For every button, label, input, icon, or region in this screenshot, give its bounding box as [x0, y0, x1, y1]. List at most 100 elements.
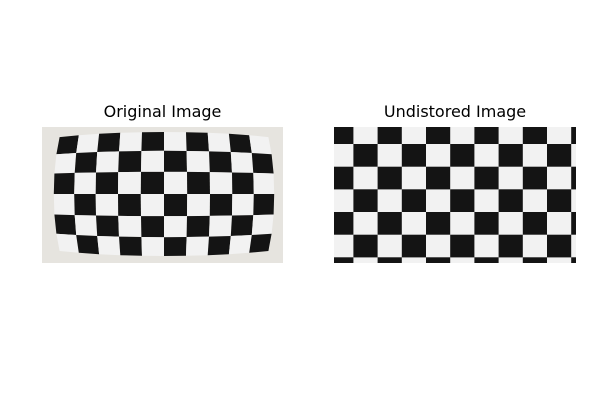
- original-square: [209, 151, 232, 173]
- undistorted-square: [353, 234, 378, 258]
- undistorted-square: [474, 166, 499, 190]
- undistorted-square: [498, 234, 523, 258]
- undistorted-square: [334, 257, 354, 263]
- undistorted-square: [474, 127, 499, 144]
- undistorted-square: [377, 166, 402, 190]
- undistorted-square: [426, 166, 451, 190]
- original-square: [95, 172, 119, 194]
- undistorted-square: [450, 189, 475, 212]
- original-square: [141, 132, 164, 151]
- original-square: [164, 132, 187, 151]
- undistorted-square: [498, 189, 523, 212]
- original-square: [97, 236, 121, 256]
- original-square: [76, 133, 100, 153]
- original-square: [164, 216, 187, 238]
- original-square: [54, 153, 77, 174]
- original-square: [54, 214, 77, 235]
- original-square: [249, 135, 272, 155]
- original-square: [141, 237, 164, 256]
- original-square: [96, 151, 119, 173]
- original-square: [96, 215, 119, 237]
- undistorted-square: [522, 166, 547, 190]
- undistorted-square: [450, 144, 475, 167]
- undistorted-square: [522, 127, 547, 144]
- original-square: [53, 172, 75, 194]
- original-square: [74, 152, 98, 173]
- original-square: [118, 151, 142, 173]
- original-square: [207, 132, 231, 152]
- undistorted-square: [334, 212, 354, 235]
- undistorted-square: [571, 127, 576, 144]
- original-square: [141, 150, 164, 172]
- undistorted-square: [547, 144, 572, 167]
- undistorted-square: [571, 257, 576, 263]
- original-square: [56, 135, 79, 155]
- undistorted-square: [334, 127, 354, 144]
- original-square: [140, 194, 164, 217]
- undistorted-image-title: Undistored Image: [383, 102, 527, 121]
- original-square: [209, 215, 232, 237]
- undistorted-square: [498, 144, 523, 167]
- undistorted-square: [474, 212, 499, 235]
- original-square: [119, 236, 142, 256]
- original-checkerboard-photo: [42, 127, 283, 263]
- original-square: [230, 152, 254, 173]
- original-square: [74, 194, 96, 216]
- original-square: [253, 172, 275, 194]
- original-square: [53, 194, 75, 216]
- undistorted-square: [547, 234, 572, 258]
- original-square: [186, 132, 209, 152]
- original-square: [209, 172, 233, 194]
- original-square: [56, 233, 79, 253]
- undistorted-square: [426, 127, 451, 144]
- original-square: [74, 215, 98, 236]
- original-square: [253, 194, 275, 216]
- original-square: [118, 194, 141, 217]
- original-square: [164, 194, 188, 217]
- original-square: [74, 172, 96, 194]
- original-image: [42, 127, 283, 263]
- original-square: [140, 171, 164, 194]
- original-square: [95, 194, 119, 216]
- original-square: [209, 194, 233, 216]
- original-square: [230, 215, 254, 236]
- original-square: [232, 194, 254, 216]
- original-square: [164, 171, 188, 194]
- original-square: [141, 216, 164, 238]
- original-square: [249, 233, 272, 253]
- original-square: [186, 151, 210, 173]
- undistorted-square: [450, 234, 475, 258]
- original-square: [232, 172, 254, 194]
- original-square: [228, 235, 252, 255]
- undistorted-image: [334, 127, 576, 263]
- undistorted-square: [426, 257, 451, 263]
- original-square: [186, 236, 209, 256]
- undistorted-square: [522, 257, 547, 263]
- undistorted-square: [571, 212, 576, 235]
- original-square: [164, 150, 187, 172]
- original-square: [186, 215, 210, 237]
- undistorted-square: [334, 166, 354, 190]
- original-square: [97, 132, 121, 152]
- original-image-title: Original Image: [103, 102, 222, 121]
- original-square: [164, 237, 187, 256]
- undistorted-square: [571, 166, 576, 190]
- original-square: [119, 132, 142, 152]
- original-square: [228, 133, 252, 153]
- undistorted-square: [401, 234, 426, 258]
- undistorted-square: [474, 257, 499, 263]
- original-square: [118, 171, 141, 194]
- undistorted-square: [377, 257, 402, 263]
- undistorted-square: [353, 189, 378, 212]
- undistorted-square: [401, 144, 426, 167]
- original-square: [187, 194, 210, 217]
- undistorted-square: [377, 212, 402, 235]
- undistorted-square: [522, 212, 547, 235]
- undistorted-square: [547, 189, 572, 212]
- original-square: [76, 235, 100, 255]
- undistorted-square: [377, 127, 402, 144]
- original-square: [118, 215, 142, 237]
- original-square: [251, 153, 274, 174]
- undistorted-checkerboard-photo: [334, 127, 576, 263]
- undistorted-square: [426, 212, 451, 235]
